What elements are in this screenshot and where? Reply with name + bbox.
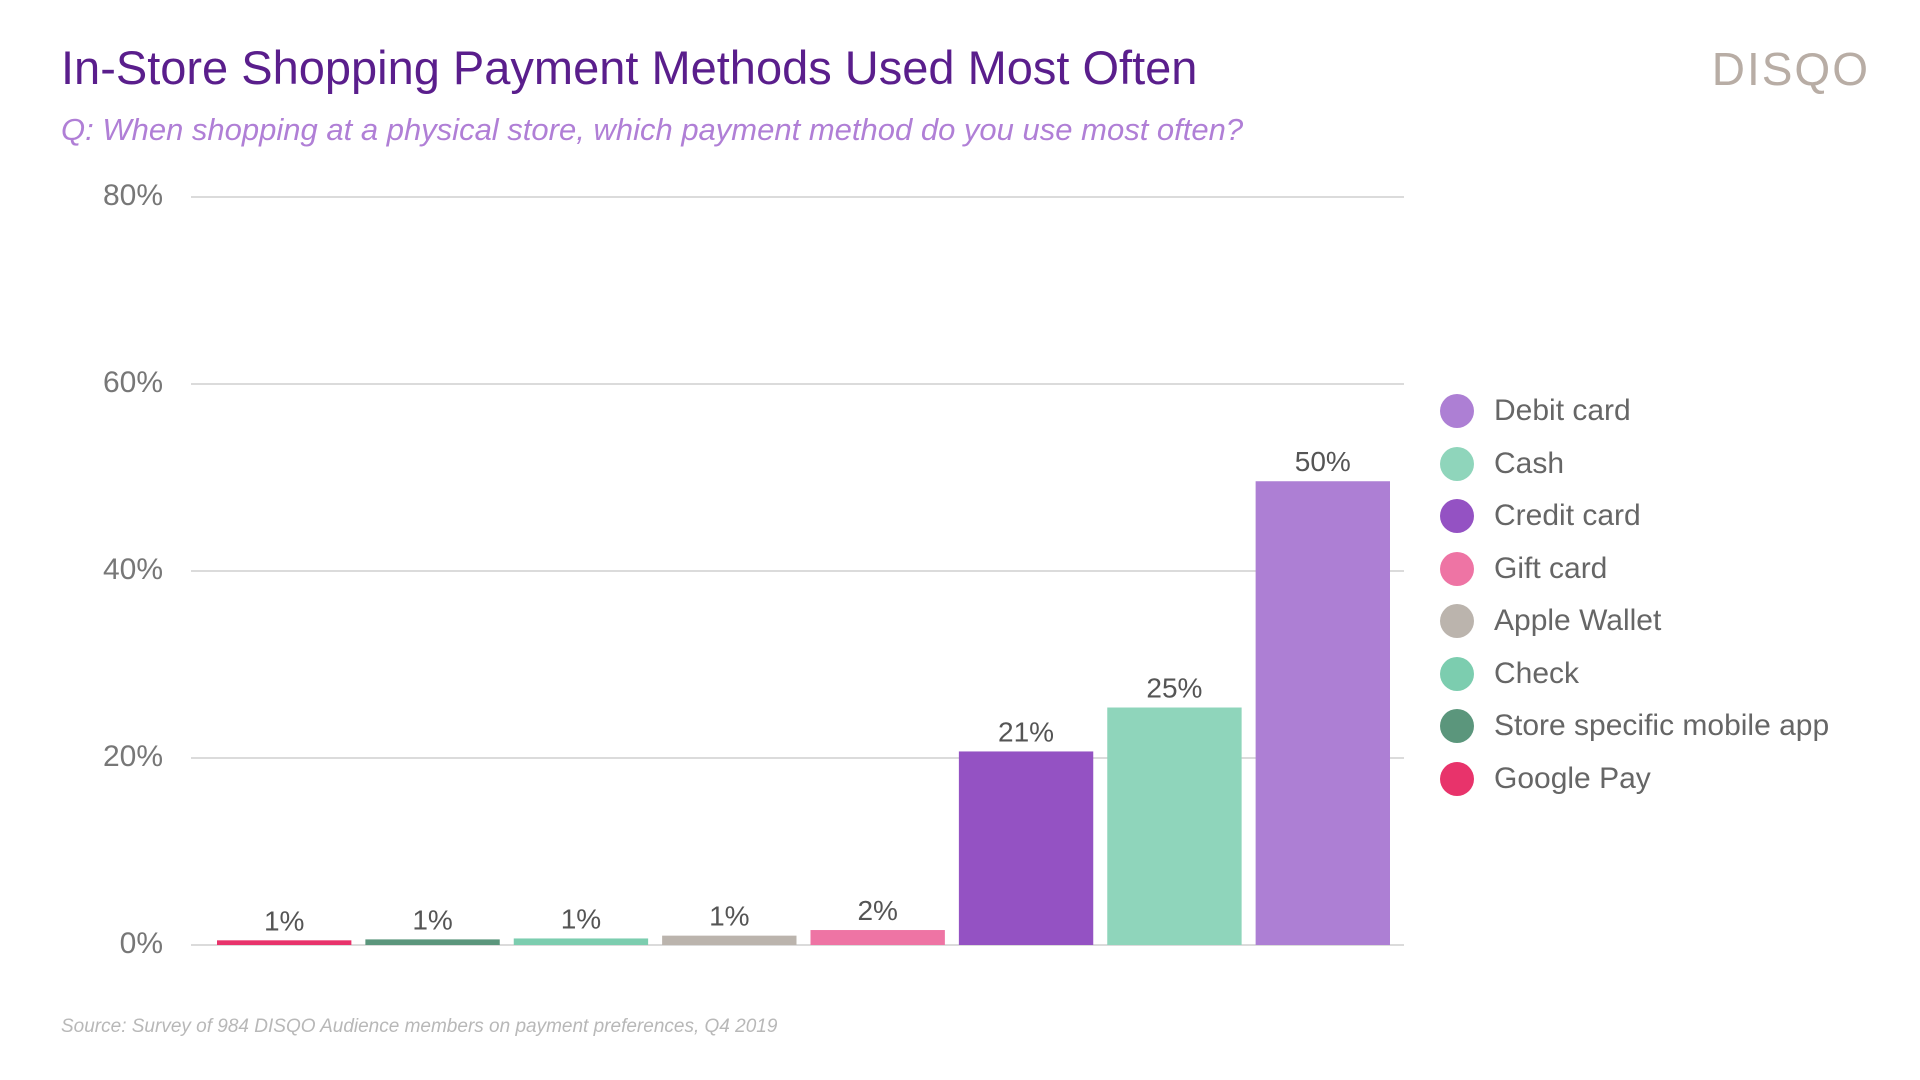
- legend-swatch: [1440, 446, 1474, 481]
- legend-label: Credit card: [1494, 499, 1641, 533]
- bar-gift-card: [810, 930, 945, 945]
- data-label: 1%: [412, 904, 452, 935]
- legend-item: Check: [1440, 648, 1829, 701]
- legend-label: Check: [1494, 656, 1580, 690]
- bar-debit-card: [1255, 481, 1390, 945]
- bar-google-pay: [217, 940, 352, 945]
- legend-label: Gift card: [1494, 551, 1608, 585]
- legend-item: Apple Wallet: [1440, 595, 1829, 648]
- bar-check: [513, 938, 649, 945]
- legend-swatch: [1440, 551, 1474, 586]
- legend-label: Store specific mobile app: [1494, 709, 1830, 743]
- bar-cash: [1107, 707, 1242, 945]
- source-note: Source: Survey of 984 DISQO Audience mem…: [61, 1016, 778, 1037]
- legend-label: Debit card: [1494, 394, 1631, 428]
- y-tick-label: 40%: [103, 553, 163, 586]
- chart-legend: Debit card Cash Credit card Gift card Apple …: [1440, 385, 1829, 805]
- y-tick-label: 20%: [103, 740, 163, 773]
- y-tick-label: 80%: [103, 179, 163, 212]
- legend-swatch: [1440, 761, 1474, 796]
- legend-swatch: [1440, 499, 1474, 534]
- data-label: 1%: [561, 903, 601, 934]
- data-label: 21%: [998, 716, 1054, 747]
- data-label: 25%: [1146, 673, 1202, 704]
- chart-subtitle: Q: When shopping at a physical store, wh…: [61, 112, 1244, 147]
- data-label: 1%: [264, 905, 304, 936]
- bar-apple-wallet: [662, 935, 797, 945]
- legend-item: Credit card: [1440, 490, 1829, 543]
- legend-label: Google Pay: [1494, 761, 1651, 795]
- legend-swatch: [1440, 709, 1474, 744]
- legend-swatch: [1440, 604, 1474, 639]
- chart-title: In-Store Shopping Payment Methods Used M…: [61, 41, 1198, 94]
- legend-item: Cash: [1440, 438, 1829, 491]
- legend-item: Debit card: [1440, 385, 1829, 438]
- legend-item: Gift card: [1440, 543, 1829, 596]
- legend-label: Apple Wallet: [1494, 604, 1662, 638]
- legend-swatch: [1440, 656, 1474, 691]
- data-label: 50%: [1295, 446, 1351, 477]
- y-tick-label: 60%: [103, 366, 163, 399]
- bar-credit-card: [958, 751, 1094, 945]
- legend-label: Cash: [1494, 446, 1565, 480]
- bar-store-specific-mobile-app: [365, 939, 500, 945]
- y-tick-label: 0%: [120, 927, 163, 960]
- legend-item: Google Pay: [1440, 753, 1829, 806]
- legend-item: Store specific mobile app: [1440, 700, 1829, 753]
- legend-swatch: [1440, 394, 1474, 429]
- data-label: 2%: [857, 895, 897, 926]
- data-label: 1%: [709, 901, 749, 932]
- brand-logo: DISQO: [1711, 43, 1870, 95]
